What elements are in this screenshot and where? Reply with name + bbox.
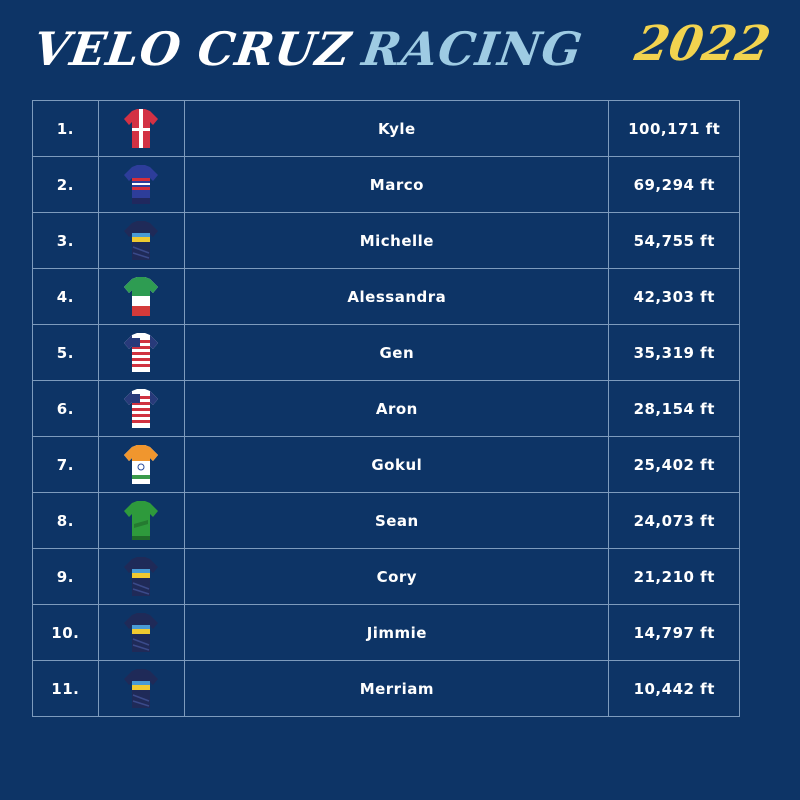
distance-value: 42,303 ft — [608, 268, 740, 325]
distance-value: 14,797 ft — [608, 604, 740, 661]
rank-cell: 9. — [32, 548, 99, 605]
rider-name: Marco — [184, 156, 610, 213]
table-row: 2. Marco 69,294 ft — [32, 156, 740, 213]
rider-name: Sean — [184, 492, 610, 549]
table-row: 4. Alessandra 42,303 ft — [32, 268, 740, 325]
jersey-cell — [97, 660, 186, 717]
distance-value: 69,294 ft — [608, 156, 740, 213]
jersey-cell — [97, 380, 186, 437]
rank-cell: 6. — [32, 380, 99, 437]
table-row: 3. Michelle 54,755 ft — [32, 212, 740, 269]
table-row: 7. Gokul 25,402 ft — [32, 436, 740, 493]
rider-name: Gokul — [184, 436, 610, 493]
rank-cell: 4. — [32, 268, 99, 325]
jersey-italy-icon — [124, 276, 159, 316]
distance-value: 24,073 ft — [608, 492, 740, 549]
rider-name: Merriam — [184, 660, 610, 717]
distance-value: 10,442 ft — [608, 660, 740, 717]
jersey-cell — [97, 492, 186, 549]
distance-value: 35,319 ft — [608, 324, 740, 381]
jersey-navy-gold-icon — [124, 668, 159, 708]
jersey-cell — [97, 604, 186, 661]
rank-cell: 5. — [32, 324, 99, 381]
jersey-navy-gold-icon — [124, 556, 159, 596]
rider-name: Kyle — [184, 100, 610, 157]
table-row: 5. Gen 35,319 ft — [32, 324, 740, 381]
rank-cell: 1. — [32, 100, 99, 157]
jersey-blue-red-icon — [124, 164, 159, 204]
jersey-usa-flag-icon — [124, 332, 159, 372]
table-row: 8. Sean 24,073 ft — [32, 492, 740, 549]
distance-value: 21,210 ft — [608, 548, 740, 605]
rank-cell: 11. — [32, 660, 99, 717]
jersey-cell — [97, 212, 186, 269]
table-row: 11. Merriam 10,442 ft — [32, 660, 740, 717]
distance-value: 100,171 ft — [608, 100, 740, 157]
rank-cell: 7. — [32, 436, 99, 493]
table-row: 6. Aron 28,154 ft — [32, 380, 740, 437]
rank-cell: 10. — [32, 604, 99, 661]
leaderboard-table: 1. Kyle 100,171 ft 2. Marco 69,294 ft 3. Mic… — [32, 100, 740, 717]
page-title: VELO CRUZRACING — [30, 22, 586, 76]
jersey-cell — [97, 548, 186, 605]
rider-name: Aron — [184, 380, 610, 437]
distance-value: 28,154 ft — [608, 380, 740, 437]
rider-name: Gen — [184, 324, 610, 381]
table-row: 9. Cory 21,210 ft — [32, 548, 740, 605]
distance-value: 54,755 ft — [608, 212, 740, 269]
rank-cell: 8. — [32, 492, 99, 549]
table-row: 10. Jimmie 14,797 ft — [32, 604, 740, 661]
rank-cell: 3. — [32, 212, 99, 269]
jersey-cell — [97, 156, 186, 213]
rider-name: Michelle — [184, 212, 610, 269]
jersey-navy-gold-icon — [124, 220, 159, 260]
rider-name: Jimmie — [184, 604, 610, 661]
rider-name: Cory — [184, 548, 610, 605]
title-part-2: RACING — [358, 22, 586, 76]
jersey-cell — [97, 324, 186, 381]
jersey-green-icon — [124, 500, 159, 540]
jersey-cell — [97, 268, 186, 325]
jersey-india-icon — [124, 444, 159, 484]
jersey-navy-gold-icon — [124, 612, 159, 652]
title-part-1: VELO CRUZ — [30, 22, 355, 76]
jersey-cell — [97, 436, 186, 493]
rank-cell: 2. — [32, 156, 99, 213]
jersey-red-white-icon — [124, 108, 159, 148]
distance-value: 25,402 ft — [608, 436, 740, 493]
jersey-usa-flag-icon — [124, 388, 159, 428]
jersey-cell — [97, 100, 186, 157]
rider-name: Alessandra — [184, 268, 610, 325]
table-row: 1. Kyle 100,171 ft — [32, 100, 740, 157]
year-label: 2022 — [631, 16, 775, 72]
